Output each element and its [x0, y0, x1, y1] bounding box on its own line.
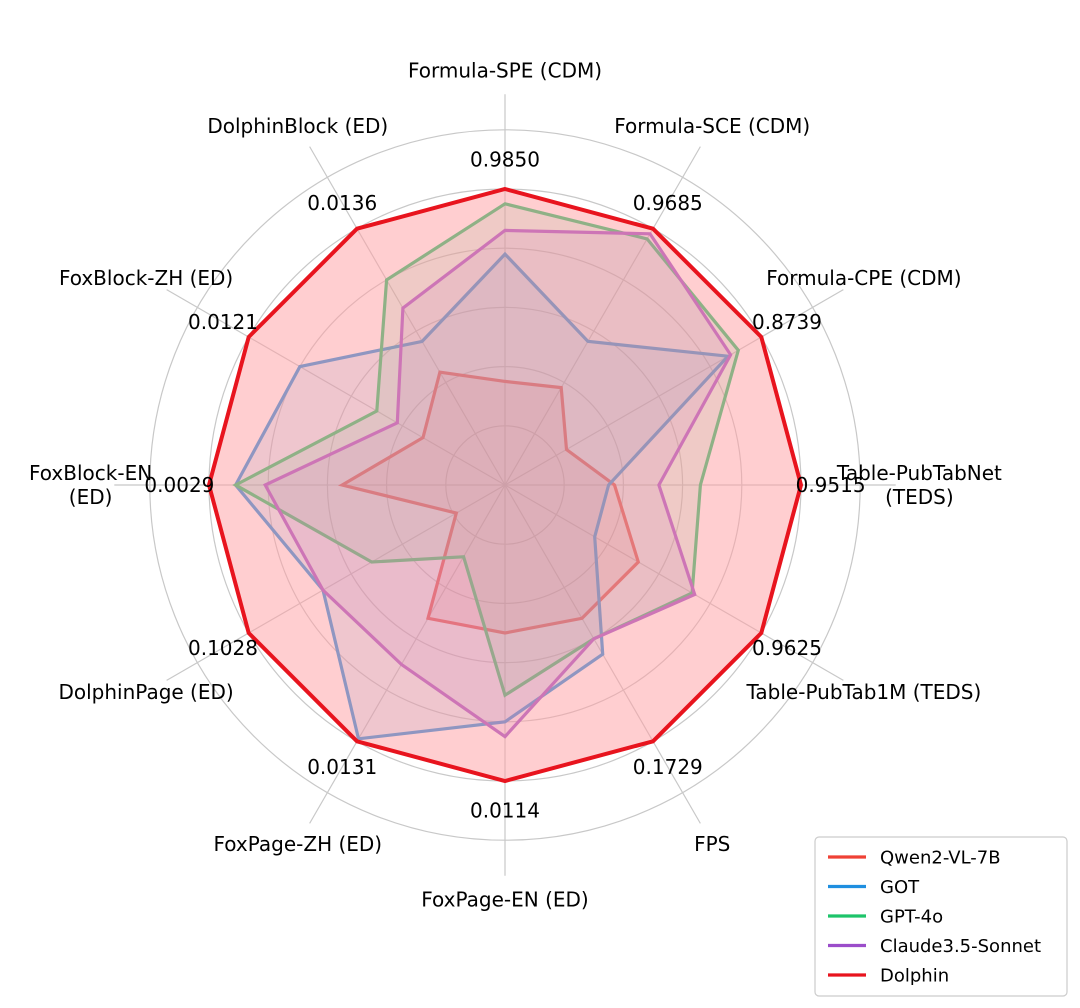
value-label-2: 0.9685	[633, 191, 703, 215]
axis-label-7: FoxPage-EN (ED)	[421, 887, 588, 911]
axis-label-1: Formula-SPE (CDM)	[408, 59, 602, 83]
legend-label-got: GOT	[880, 877, 920, 898]
axis-label-11: FoxBlock-ZH (ED)	[59, 266, 233, 290]
axis-label-8: FoxPage-ZH (ED)	[213, 832, 382, 856]
value-label-7: 0.0114	[470, 799, 540, 823]
axis-label-3: Formula-CPE (CDM)	[766, 266, 961, 290]
axis-label-10: FoxBlock-EN (ED)	[29, 461, 152, 509]
value-label-9: 0.1028	[188, 636, 258, 660]
legend-label-gpt-4o: GPT-4o	[880, 907, 943, 928]
value-label-4: 0.9515	[796, 473, 866, 497]
axis-label-6: FPS	[694, 832, 730, 856]
legend-label-dolphin: Dolphin	[880, 966, 949, 987]
legend: Qwen2-VL-7B GOT GPT-4o Claude3.5-Sonnet Dolp…	[814, 836, 1068, 997]
legend-frame	[814, 836, 1068, 997]
axis-label-2: Formula-SCE (CDM)	[614, 114, 810, 138]
value-label-5: 0.9625	[752, 636, 822, 660]
value-label-10: 0.0029	[144, 473, 214, 497]
value-label-8: 0.0131	[307, 755, 377, 779]
axis-label-12: DolphinBlock (ED)	[207, 114, 388, 138]
axis-labels: Formula-SPE (CDM) Formula-SCE (CDM) Formul…	[29, 59, 1002, 912]
legend-label-qwen2-vl-7b: Qwen2-VL-7B	[880, 848, 1001, 869]
value-label-6: 0.1729	[633, 755, 703, 779]
value-label-11: 0.0121	[188, 310, 258, 334]
value-label-1: 0.9850	[470, 147, 540, 171]
series-dolphin	[206, 186, 804, 784]
axis-label-9: DolphinPage (ED)	[58, 680, 233, 704]
axis-label-5: Table-PubTab1M (TEDS)	[746, 680, 982, 704]
axis-label-4: Table-PubTabNet (TEDS)	[836, 461, 1002, 509]
legend-label-claude3-5-sonnet: Claude3.5-Sonnet	[880, 936, 1041, 957]
value-label-12: 0.0136	[307, 191, 377, 215]
value-labels: 0.9850 0.9685 0.8739 0.9515 0.9625 0.1729 0.01…	[144, 147, 865, 822]
value-label-3: 0.8739	[752, 310, 822, 334]
radar-series	[206, 186, 804, 784]
